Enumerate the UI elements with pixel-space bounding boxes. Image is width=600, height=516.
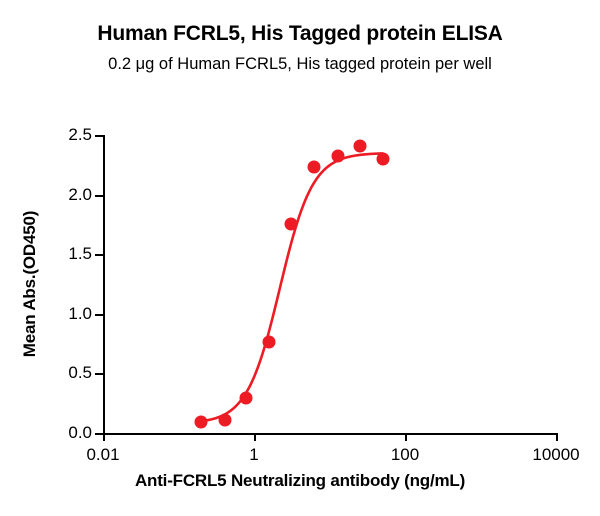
fit-curve: [199, 152, 385, 423]
x-axis-label: Anti-FCRL5 Neutralizing antibody (ng/mL): [134, 471, 466, 490]
y-axis-tick: [95, 135, 103, 137]
x-axis-tick: [103, 433, 105, 441]
x-axis-tick: [556, 433, 558, 441]
data-point-marker: [218, 413, 232, 427]
axis-lines: [103, 135, 558, 435]
y-axis-label-text: Mean Abs.(OD450): [20, 210, 39, 358]
x-axis-tick: [405, 433, 407, 441]
y-axis-tick: [95, 313, 103, 316]
x-axis-tick-label: 10000: [532, 445, 580, 464]
y-axis-label: Mean Abs.(OD450): [18, 135, 42, 433]
y-axis-tick: [95, 433, 103, 435]
y-axis-tick-label: 0.0: [68, 423, 92, 442]
x-axis-tick-label: 0.01: [86, 445, 120, 464]
chart-subtitle: 0.2 μg of Human FCRL5, His tagged protei…: [108, 55, 492, 73]
x-axis-tick: [254, 433, 256, 441]
data-point-marker: [307, 160, 321, 174]
data-point-marker: [353, 139, 367, 153]
x-axis-tick-label: 100: [390, 445, 420, 464]
data-point-marker: [194, 415, 208, 429]
y-axis-tick: [95, 194, 103, 197]
fit-curve-path: [199, 152, 385, 423]
y-axis-tick-label: 2.0: [68, 184, 92, 204]
chart-title: Human FCRL5, His Tagged protein ELISA: [97, 22, 503, 45]
y-axis-tick-label: 1.0: [68, 303, 92, 323]
data-point-marker: [239, 391, 253, 405]
data-point-marker: [376, 152, 390, 166]
plot-area: 0.0 0.5 1.0 1.5 2.0 2.5 0.01 1 100 10000: [68, 125, 579, 464]
data-point-marker: [262, 335, 276, 349]
data-point-marker: [284, 217, 298, 231]
y-axis-tick-label: 2.5: [68, 125, 92, 144]
x-axis-tick-label: 1: [249, 445, 259, 464]
y-axis-tick: [95, 254, 103, 257]
y-axis-tick-label: 1.5: [68, 244, 92, 264]
y-axis-tick: [95, 373, 103, 376]
y-axis-tick-label: 0.5: [68, 363, 92, 383]
data-point-marker: [331, 149, 345, 163]
